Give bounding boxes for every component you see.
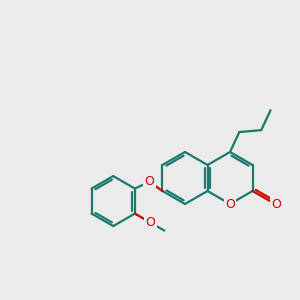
Text: O: O: [144, 175, 154, 188]
Text: O: O: [225, 197, 235, 211]
Text: O: O: [271, 198, 281, 211]
Text: O: O: [146, 216, 155, 229]
